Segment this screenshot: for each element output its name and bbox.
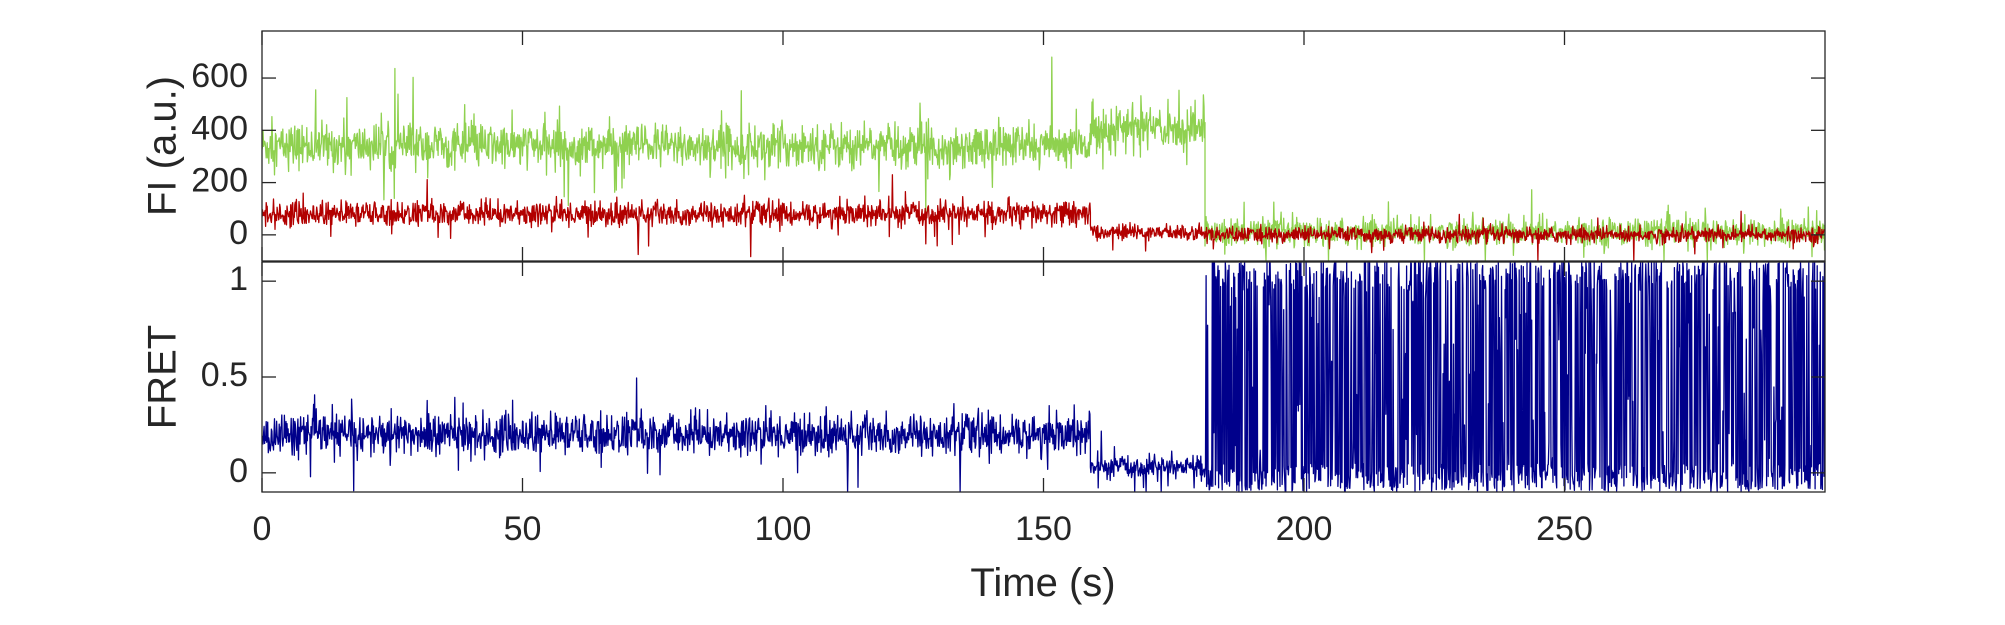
fret-x-tick-label: 0 — [253, 510, 272, 548]
intensity-y-tick-label: 200 — [191, 162, 248, 200]
x-axis-label: Time (s) — [970, 561, 1115, 605]
fret-traces — [262, 262, 1825, 492]
intensity-y-tick-label: 0 — [229, 214, 248, 252]
fret-x-tick-label: 200 — [1276, 510, 1333, 548]
intensity-y-tick-label: 400 — [191, 109, 248, 147]
intensity-traces — [262, 56, 1825, 261]
intensity-ticks: 0 200 400 600 — [191, 31, 1825, 261]
intensity-series-1-line — [262, 174, 1825, 261]
fret-series-0-line — [262, 262, 1825, 492]
fret-panel: 0 0.5 1 0 50 100 150 200 250 FRET Time (s) — [141, 260, 1826, 605]
fret-x-tick-label: 150 — [1015, 510, 1072, 548]
fret-x-tick-label: 250 — [1536, 510, 1593, 548]
intensity-y-tick-label: 600 — [191, 57, 248, 95]
intensity-panel: 0 200 400 600 FI (a.u.) — [141, 30, 1826, 262]
fret-x-tick-label: 50 — [504, 510, 542, 548]
intensity-series-0-line — [262, 56, 1825, 261]
fret-ticks: 0 0.5 1 0 50 100 150 200 250 — [201, 260, 1825, 548]
fret-y-axis-label: FRET — [141, 325, 185, 429]
fret-x-tick-label: 100 — [755, 510, 812, 548]
fret-y-tick-label: 1 — [229, 260, 248, 298]
intensity-y-axis-label: FI (a.u.) — [141, 76, 185, 216]
fret-y-tick-label: 0.5 — [201, 356, 248, 394]
fret-y-tick-label: 0 — [229, 452, 248, 490]
